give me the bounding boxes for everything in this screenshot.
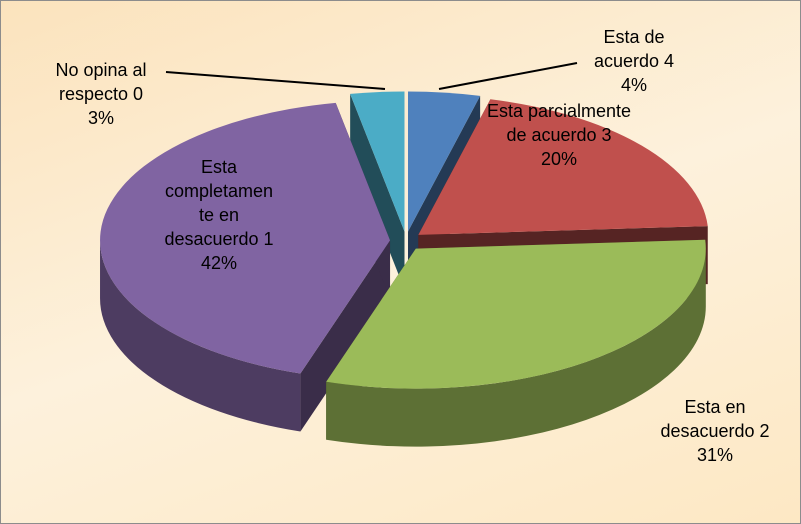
slice — [100, 102, 391, 374]
label-category: Esta completamente en desacuerdo 1 — [164, 157, 274, 249]
label-value: 31% — [696, 445, 734, 465]
label-category: Esta en desacuerdo 2 — [660, 397, 770, 441]
leader-line — [438, 62, 578, 90]
slice-wall — [300, 240, 391, 432]
leader-line — [165, 71, 386, 90]
slice-label: Esta parcialmente de acuerdo 3 20% — [484, 99, 634, 171]
label-value: 3% — [87, 108, 114, 128]
slice — [350, 91, 405, 232]
label-value: 20% — [540, 149, 578, 169]
label-value: 42% — [200, 253, 238, 273]
slice-label: No opina al respecto 0 3% — [31, 58, 171, 130]
label-category: Esta parcialmente de acuerdo 3 — [486, 101, 632, 145]
slice — [418, 99, 708, 235]
label-category: No opina al respecto 0 — [55, 60, 147, 104]
slice-label: Esta de acuerdo 4 4% — [574, 25, 694, 97]
slice-label: Esta en desacuerdo 2 31% — [655, 395, 775, 467]
slice-wall — [350, 93, 405, 290]
slices — [100, 91, 708, 447]
label-category: Esta de acuerdo 4 — [593, 27, 675, 71]
slice — [408, 91, 481, 232]
slice-label: Esta completamente en desacuerdo 1 42% — [163, 155, 275, 275]
slice — [326, 239, 706, 389]
slice-side — [326, 248, 706, 447]
slice-side — [100, 240, 301, 432]
label-value: 4% — [620, 75, 647, 95]
